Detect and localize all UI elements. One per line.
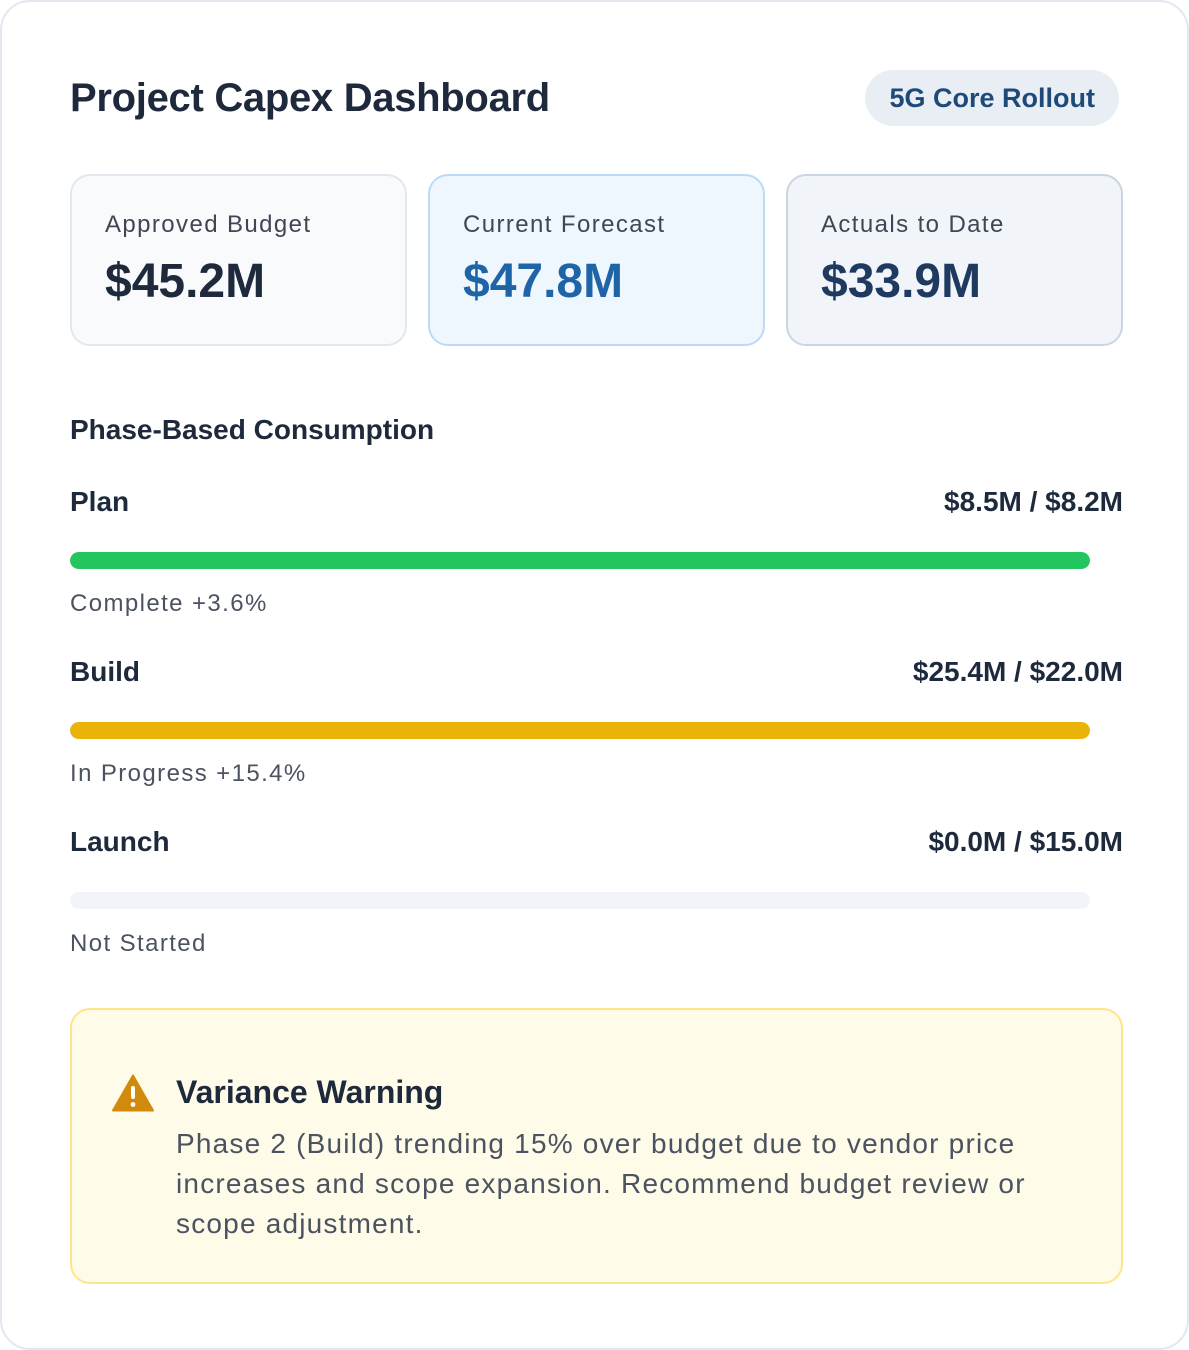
- phase-status: In Progress +15.4%: [70, 760, 307, 787]
- phase-status: Complete +3.6%: [70, 590, 268, 617]
- phase-name: Launch: [70, 826, 170, 857]
- metric-cards: Approved Budget $45.2M Current Forecast …: [70, 174, 1123, 346]
- phase-build: Build $25.4M / $22.0M In Progress +15.4%: [70, 652, 1123, 792]
- page-title: Project Capex Dashboard: [70, 76, 550, 120]
- metric-label: Actuals to Date: [821, 211, 1005, 238]
- current-forecast-card: Current Forecast $47.8M: [428, 174, 765, 346]
- actuals-to-date-card: Actuals to Date $33.9M: [786, 174, 1123, 346]
- metric-value: $47.8M: [463, 255, 624, 308]
- progress-track: [70, 552, 1090, 569]
- phase-status: Not Started: [70, 930, 207, 957]
- phase-name: Build: [70, 656, 140, 687]
- warning-title: Variance Warning: [176, 1074, 444, 1110]
- progress-fill: [70, 722, 1090, 739]
- dashboard-header: Project Capex Dashboard 5G Core Rollout: [70, 70, 1119, 126]
- metric-value: $33.9M: [821, 255, 982, 308]
- progress-track: [70, 722, 1090, 739]
- section-title: Phase-Based Consumption: [70, 414, 435, 445]
- metric-value: $45.2M: [105, 255, 266, 308]
- progress-fill: [70, 552, 1090, 569]
- approved-budget-card: Approved Budget $45.2M: [70, 174, 407, 346]
- metric-label: Current Forecast: [463, 211, 666, 238]
- phase-amount: $25.4M / $22.0M: [912, 656, 1123, 687]
- phase-amount: $8.5M / $8.2M: [944, 486, 1123, 517]
- phase-launch: Launch $0.0M / $15.0M Not Started: [70, 822, 1123, 962]
- warning-triangle-icon: [112, 1074, 154, 1112]
- metric-label: Approved Budget: [105, 211, 312, 238]
- progress-track: [70, 892, 1090, 909]
- variance-warning-alert: Variance Warning Phase 2 (Build) trendin…: [70, 1008, 1123, 1284]
- phase-name: Plan: [70, 486, 130, 517]
- project-badge[interactable]: 5G Core Rollout: [865, 70, 1119, 126]
- phase-plan: Plan $8.5M / $8.2M Complete +3.6%: [70, 482, 1123, 622]
- warning-message: Phase 2 (Build) trending 15% over budget…: [176, 1128, 1026, 1239]
- phase-amount: $0.0M / $15.0M: [928, 826, 1123, 857]
